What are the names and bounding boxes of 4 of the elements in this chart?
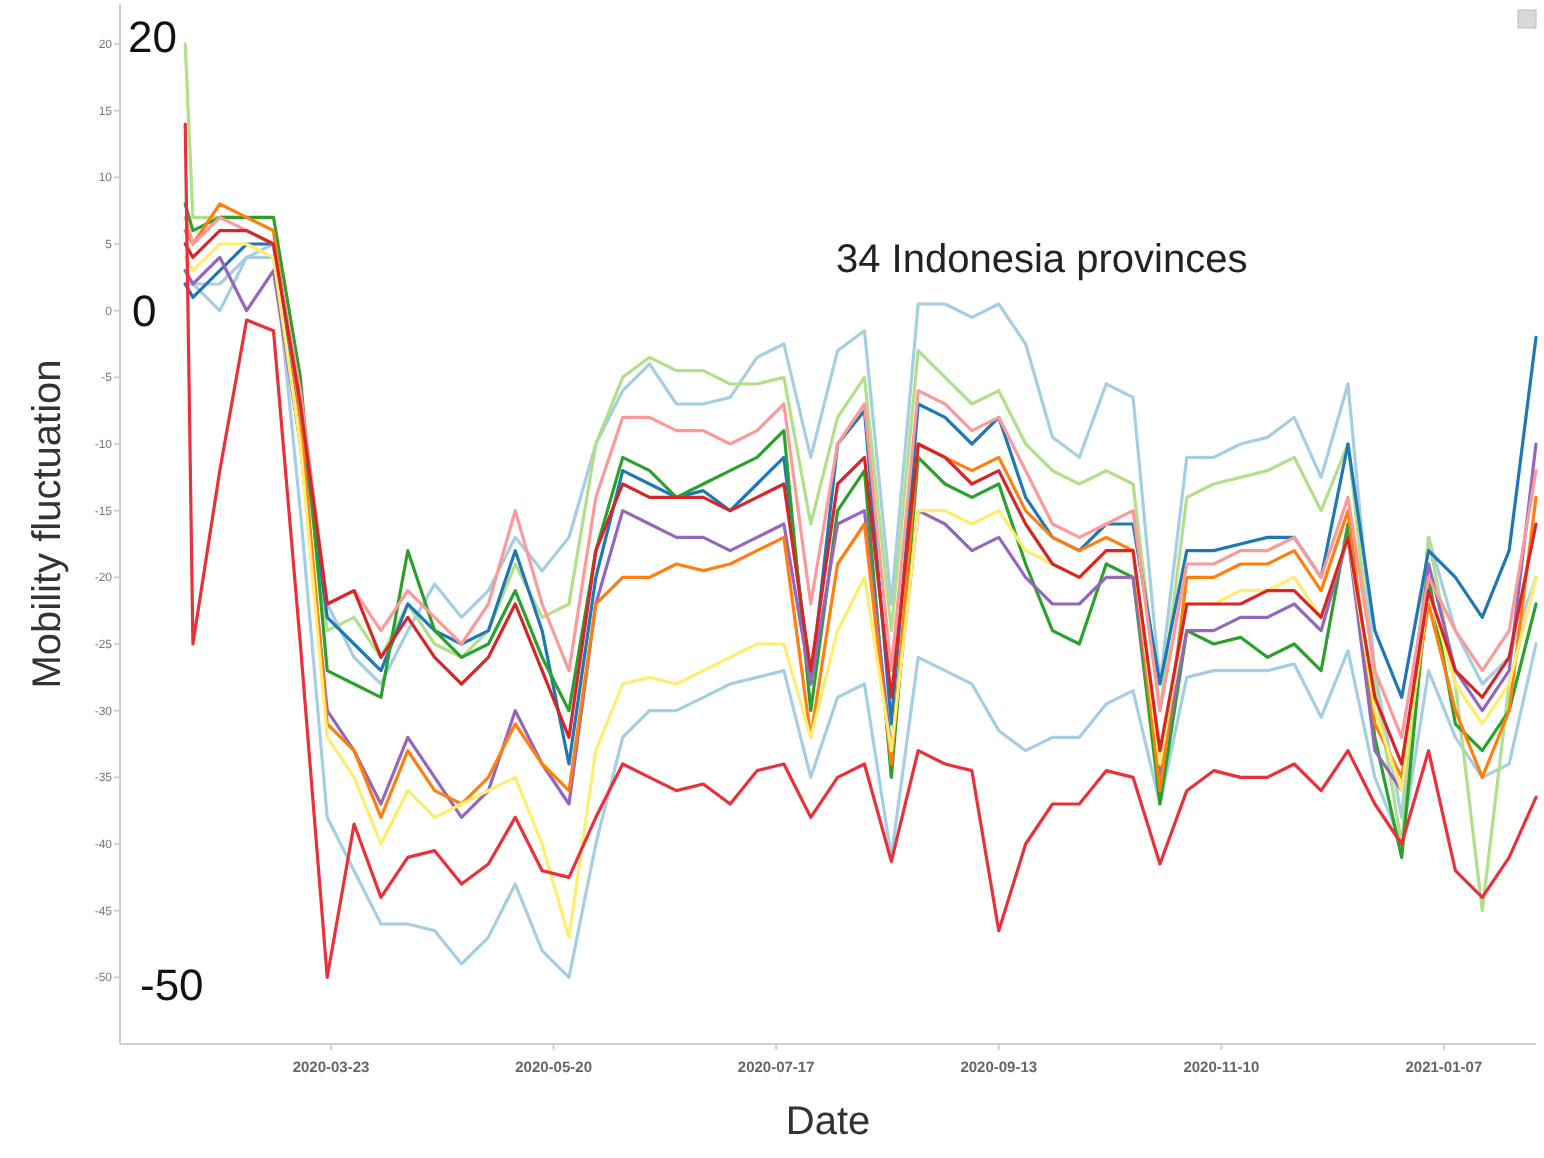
y-axis-title: Mobility fluctuation: [26, 359, 70, 689]
text: 34 Indonesia provinces: [836, 238, 1248, 282]
annotation: -50: [140, 960, 204, 1010]
x-axis-title: Date: [785, 1100, 871, 1144]
